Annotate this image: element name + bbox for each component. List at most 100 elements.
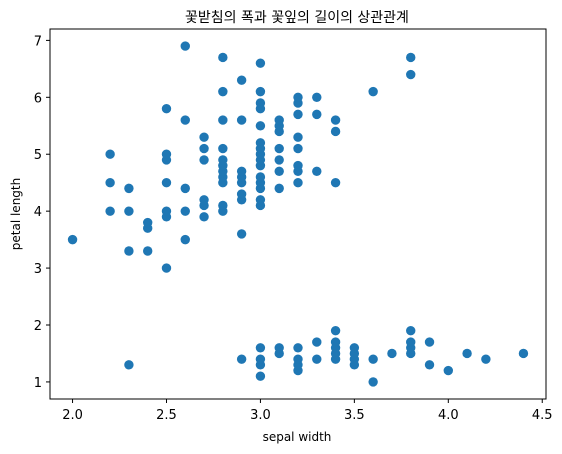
data-point: [161, 263, 172, 273]
y-tick-label: 1: [34, 376, 42, 391]
data-point: [312, 92, 322, 103]
data-point: [368, 377, 378, 387]
data-point: [293, 132, 303, 142]
data-point: [180, 206, 190, 216]
data-point: [312, 109, 322, 120]
x-axis-label: sepal width: [263, 430, 332, 444]
data-point: [161, 177, 172, 188]
data-point: [236, 229, 247, 239]
data-point: [518, 348, 529, 359]
data-point: [255, 138, 266, 148]
y-tick-label: 7: [34, 34, 42, 49]
data-point: [236, 115, 247, 125]
data-point: [293, 177, 303, 188]
data-point: [274, 115, 284, 125]
data-point: [199, 132, 209, 142]
data-point: [236, 354, 247, 364]
data-point: [312, 354, 322, 364]
data-point: [218, 143, 228, 154]
data-point: [349, 343, 360, 353]
data-point: [255, 371, 266, 381]
data-point: [124, 183, 134, 194]
data-point: [293, 143, 303, 154]
data-point: [443, 365, 453, 376]
data-point: [180, 234, 190, 245]
data-point: [462, 348, 472, 359]
data-point: [330, 325, 341, 336]
data-point: [180, 183, 190, 194]
data-point: [255, 195, 266, 205]
y-axis-label: petal length: [9, 178, 23, 250]
data-point: [368, 354, 378, 364]
y-tick-label: 6: [34, 91, 42, 106]
data-point: [406, 52, 416, 63]
data-point: [236, 166, 247, 177]
data-point: [180, 115, 190, 125]
data-point: [406, 69, 416, 80]
plot-frame: [49, 28, 547, 400]
data-point: [406, 337, 416, 347]
data-point: [105, 177, 115, 188]
data-point: [161, 149, 172, 159]
data-point: [161, 103, 172, 114]
x-tick-label: 2.0: [62, 408, 83, 423]
x-tick-label: 3.0: [250, 408, 271, 423]
x-axis-ticks: 2.0 2.5 3.0 3.5 4.0 4.5: [62, 399, 553, 423]
data-point: [218, 115, 228, 125]
data-point: [481, 354, 491, 364]
y-tick-label: 3: [34, 262, 42, 277]
data-point: [293, 160, 303, 171]
y-tick-label: 4: [34, 205, 42, 220]
data-point: [293, 92, 303, 103]
data-point: [218, 86, 228, 97]
data-point: [124, 360, 134, 370]
data-point: [105, 149, 115, 159]
data-point: [161, 206, 172, 216]
data-point: [387, 348, 397, 359]
data-point: [105, 206, 115, 216]
data-point: [330, 337, 341, 347]
data-point: [143, 217, 153, 228]
data-point: [255, 121, 266, 131]
data-point: [312, 337, 322, 347]
data-point: [218, 200, 228, 211]
data-point: [368, 86, 378, 97]
data-point: [255, 98, 266, 108]
x-tick-label: 3.5: [344, 408, 365, 423]
data-point: [330, 126, 341, 137]
y-tick-label: 2: [34, 319, 42, 334]
data-point: [255, 58, 266, 68]
data-point: [424, 337, 435, 347]
data-point: [293, 109, 303, 120]
points-layer: [67, 41, 529, 387]
data-point: [218, 155, 228, 165]
data-point: [124, 206, 134, 216]
data-point: [236, 75, 247, 85]
data-point: [180, 41, 190, 51]
data-point: [293, 343, 303, 353]
data-point: [199, 155, 209, 165]
y-axis-ticks: 1 2 3 4 5 6 7: [34, 34, 50, 391]
data-point: [424, 360, 435, 370]
chart-title: 꽃받침의 폭과 꽃잎의 길이의 상관관계: [185, 10, 409, 26]
data-point: [255, 343, 266, 353]
data-point: [274, 166, 284, 177]
y-tick-label: 5: [34, 148, 42, 163]
data-point: [124, 246, 134, 256]
data-point: [274, 143, 284, 154]
data-point: [274, 183, 284, 194]
data-point: [406, 325, 416, 336]
data-point: [255, 86, 266, 97]
data-point: [67, 234, 78, 245]
data-point: [199, 212, 209, 222]
x-tick-label: 4.0: [438, 408, 459, 423]
data-point: [255, 354, 266, 364]
data-point: [199, 195, 209, 205]
data-point: [199, 143, 209, 154]
data-point: [330, 177, 341, 188]
x-tick-label: 4.5: [532, 408, 553, 423]
data-point: [274, 343, 284, 353]
data-point: [274, 155, 284, 165]
